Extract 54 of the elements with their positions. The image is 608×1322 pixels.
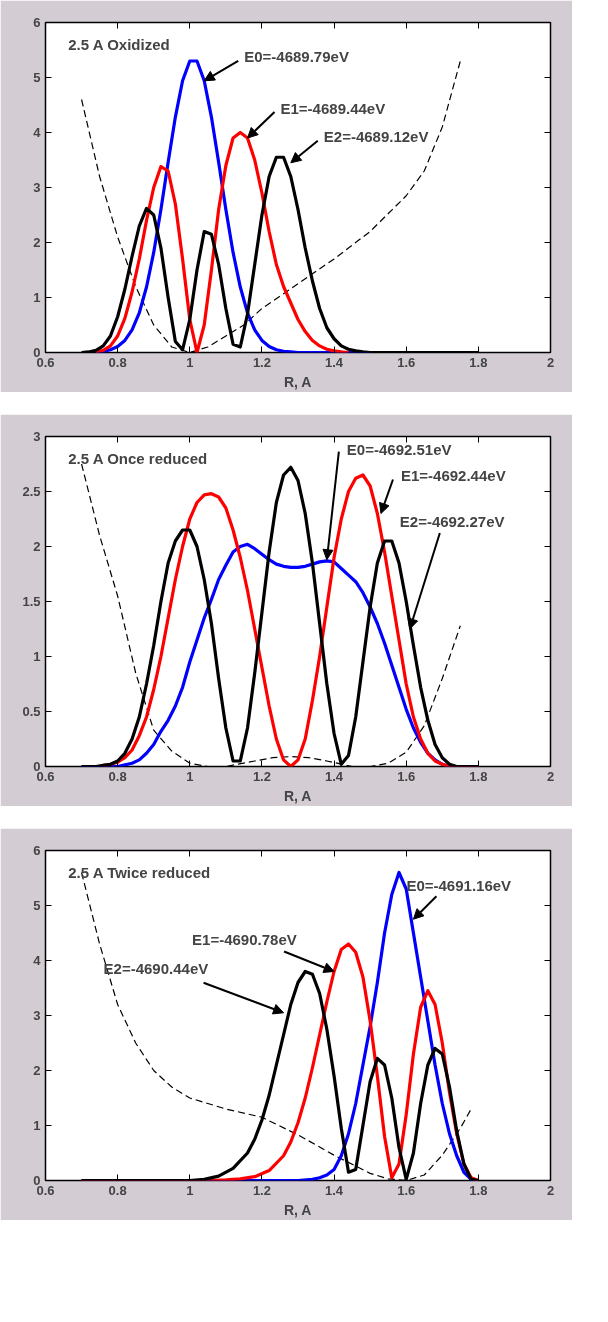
y-tick-label: 6 (33, 15, 41, 30)
y-tick-label: 5 (33, 898, 41, 913)
x-axis-title: R, A (284, 1201, 312, 1218)
y-tick-label: 1.5 (22, 594, 41, 609)
y-tick-label: 1 (33, 1118, 41, 1133)
text: 2.5 A Twice reduced (68, 863, 211, 881)
annotation: E2=-4692.27eV (399, 512, 505, 530)
x-tick-label: 1.2 (252, 1182, 271, 1198)
x-tick-label: 1.2 (252, 354, 271, 370)
y-tick-label: 1 (33, 649, 41, 664)
y-tick-label: 4 (33, 125, 42, 140)
x-tick-label: 1.4 (325, 354, 344, 370)
x-tick-label: 1.8 (469, 1182, 488, 1198)
x-tick-label: 1 (186, 768, 194, 784)
x-axis-title: R, A (284, 373, 312, 390)
annotation: E0=-4691.16eV (406, 876, 512, 894)
text: 2.5 A Oxidized (68, 35, 170, 53)
annotation: E1=-4689.44eV (280, 99, 386, 117)
y-tick-label: 3 (33, 1008, 41, 1023)
x-tick-label: 1.8 (469, 354, 488, 370)
annotation: E2=-4690.44eV (103, 960, 209, 978)
annotation: E0=-4692.51eV (346, 441, 452, 459)
y-tick-label: 6 (33, 843, 41, 858)
annotation: E1=-4692.44eV (400, 467, 506, 484)
annotation: E0=-4689.79eV (244, 48, 349, 66)
x-axis-title: R, A (284, 787, 312, 804)
y-tick-label: 2 (33, 1063, 41, 1078)
y-tick-label: 3 (33, 429, 41, 444)
y-tick-label: 0.5 (22, 704, 41, 719)
x-tick-label: 1.6 (397, 1182, 416, 1198)
x-tick-label: 0.8 (108, 768, 127, 784)
x-tick-label: 2 (546, 354, 555, 370)
x-tick-label: 0.8 (108, 1182, 127, 1198)
y-tick-label: 3 (33, 180, 41, 195)
y-tick-label: 2 (33, 539, 41, 554)
x-tick-label: 1.2 (252, 768, 271, 784)
x-tick-label: 1.4 (325, 768, 344, 784)
annotation: E1=-4690.78eV (192, 931, 297, 948)
x-tick-label: 1.6 (397, 768, 416, 784)
x-tick-label: 1 (186, 354, 194, 370)
x-tick-label: 1.4 (325, 1182, 344, 1198)
x-tick-label: 1.6 (397, 354, 416, 370)
x-tick-label: 2 (546, 768, 555, 784)
y-tick-label: 2.5 (22, 484, 41, 499)
annotation: E2=-4689.12eV (323, 128, 429, 146)
y-tick-label: 4 (33, 953, 42, 968)
y-tick-label: 5 (33, 70, 41, 85)
text: 2.5 A Once reduced (68, 449, 208, 467)
x-tick-label: 1 (186, 1182, 194, 1198)
x-tick-label: 0.8 (108, 354, 127, 370)
y-tick-label: 2 (33, 235, 41, 250)
x-tick-label: 2 (546, 1182, 555, 1198)
x-tick-label: 1.8 (469, 768, 488, 784)
y-tick-label: 1 (33, 290, 41, 305)
